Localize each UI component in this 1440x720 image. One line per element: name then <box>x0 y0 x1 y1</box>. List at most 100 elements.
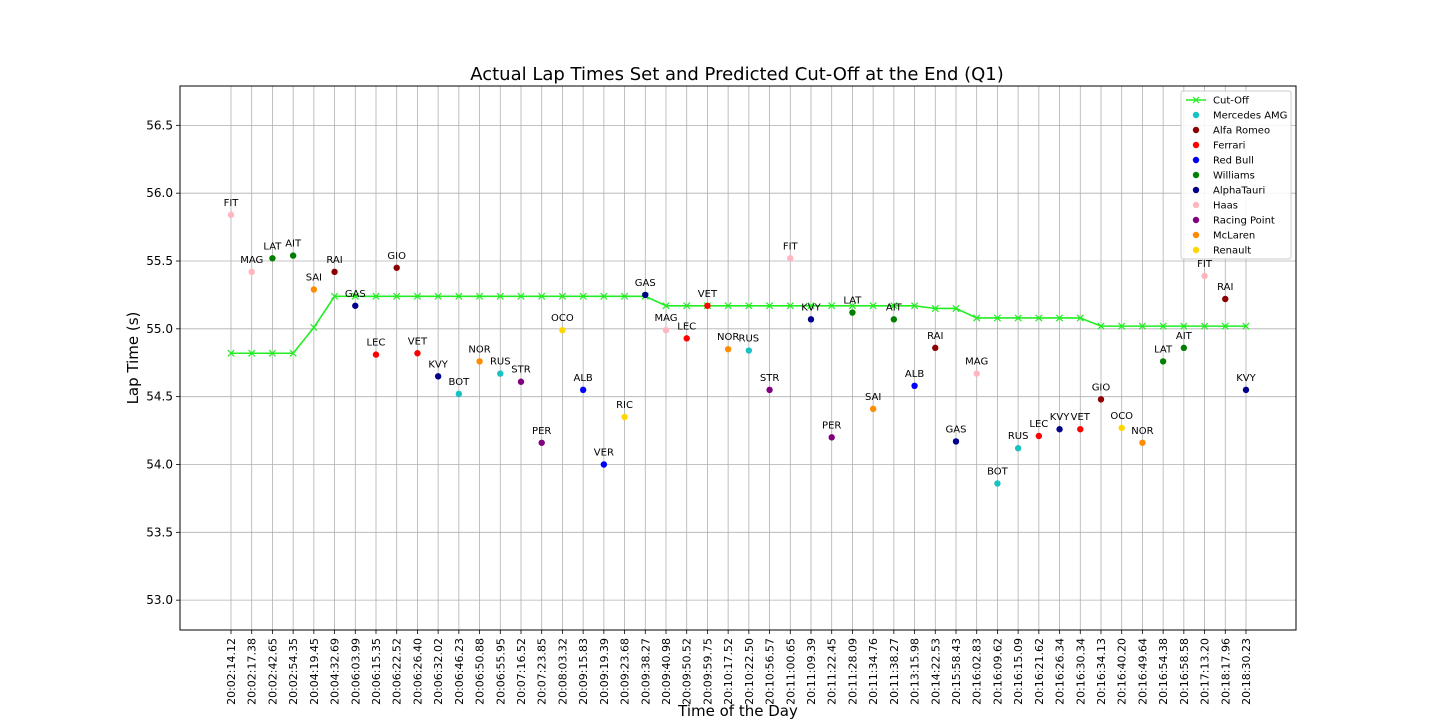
lap-point <box>849 309 856 316</box>
legend-marker <box>1192 126 1200 134</box>
legend-label: Alfa Romeo <box>1213 126 1270 137</box>
cutoff-marker <box>1076 314 1084 322</box>
driver-label: FIT <box>1197 259 1213 270</box>
x-tick-label: 20:06:26.40 <box>411 638 424 705</box>
lap-point <box>248 268 255 276</box>
x-tick-label: 20:11:28.09 <box>846 638 859 705</box>
x-tick-label: 20:09:38.27 <box>639 638 652 705</box>
lap-point <box>600 461 608 468</box>
driver-label: MAG <box>965 357 988 368</box>
lap-point <box>1242 386 1250 394</box>
cutoff-marker <box>1055 314 1064 322</box>
x-tick-label: 20:07:23.85 <box>536 638 549 705</box>
cutoff-marker <box>538 292 546 300</box>
cutoff-marker <box>1014 314 1022 322</box>
x-tick-label: 20:09:23.68 <box>619 638 632 705</box>
lap-point <box>973 370 980 377</box>
cutoff-marker <box>600 292 608 300</box>
x-tick-label: 20:16:15.09 <box>1012 638 1025 705</box>
cutoff-marker <box>786 302 794 310</box>
driver-label: RAI <box>326 255 342 266</box>
driver-label: AIT <box>1176 331 1193 342</box>
cutoff-marker <box>475 292 484 300</box>
lap-point <box>352 302 359 309</box>
lap-point <box>621 413 628 421</box>
cutoff-marker <box>248 349 256 357</box>
driver-label: LEC <box>1029 419 1048 430</box>
x-axis-label: Time of the Day <box>677 702 798 720</box>
driver-label: ALB <box>905 369 924 380</box>
cutoff-marker <box>289 349 297 357</box>
x-tick-label: 20:06:03.99 <box>349 638 362 705</box>
x-tick-label: 20:16:21.62 <box>1033 638 1046 705</box>
driver-label: VET <box>698 289 718 300</box>
driver-label: STR <box>760 373 779 384</box>
driver-label: RUS <box>490 357 511 368</box>
x-tick-label: 20:04:32.69 <box>329 638 342 705</box>
cutoff-marker <box>1159 322 1167 330</box>
cutoff-marker <box>973 314 981 322</box>
cutoff-marker <box>1180 322 1188 330</box>
legend-marker <box>1192 141 1200 149</box>
lap-point <box>1077 426 1084 433</box>
x-tick-label: 20:16:34.13 <box>1095 638 1108 705</box>
cutoff-marker <box>434 292 442 300</box>
plot-frame <box>179 85 1297 631</box>
chart-title: Actual Lap Times Set and Predicted Cut-O… <box>470 64 1004 85</box>
driver-label: GAS <box>345 289 366 300</box>
legend-label: Mercedes AMG <box>1213 111 1287 122</box>
y-tick-label: 56.5 <box>146 118 173 132</box>
x-tick-label: 20:11:38.27 <box>888 638 901 705</box>
axes: 53.0 53.5 54.0 54.5 55.0 55.5 56.0 56.5 20:02:14… <box>146 85 1297 705</box>
lap-point <box>911 382 918 390</box>
lap-point <box>724 345 732 353</box>
cutoff-marker <box>910 302 919 310</box>
lap-point <box>414 350 421 357</box>
cutoff-marker <box>496 292 504 300</box>
x-tick-label: 20:09:50.52 <box>681 638 694 705</box>
x-tick-label: 20:02:14.12 <box>225 638 238 705</box>
legend: Cut-Off Mercedes AMG Alfa Romeo Ferrari Red … <box>1180 90 1292 260</box>
x-tick-label: 20:14:22.53 <box>929 638 942 705</box>
legend-label: Ferrari <box>1213 141 1245 152</box>
driver-label: SAI <box>865 392 881 403</box>
y-tick-label: 55.5 <box>146 254 173 268</box>
legend-marker <box>1192 171 1200 179</box>
x-tick-label: 20:06:15.35 <box>370 638 383 705</box>
driver-label: KVY <box>1050 412 1070 423</box>
cutoff-marker <box>952 304 960 313</box>
lap-point <box>393 264 400 271</box>
cutoff-marker <box>1035 314 1043 322</box>
driver-label: MAG <box>654 313 677 324</box>
driver-label: GIO <box>387 251 406 262</box>
x-tick-label: 20:02:54.35 <box>287 638 300 705</box>
y-tick-label: 55.0 <box>146 322 173 336</box>
cutoff-series <box>227 292 1250 357</box>
cutoff-marker <box>662 302 670 310</box>
lap-point <box>289 252 297 259</box>
driver-label: RAI <box>1217 282 1233 293</box>
driver-label: AIT <box>285 239 302 250</box>
x-tick-label: 20:16:26.34 <box>1054 638 1067 705</box>
lap-point <box>310 286 318 293</box>
grid <box>180 86 1296 630</box>
cutoff-marker <box>227 349 235 357</box>
x-tick-label: 20:06:46.23 <box>453 638 466 705</box>
driver-label: LEC <box>367 338 386 349</box>
x-tick-label: 20:16:09.62 <box>991 638 1004 705</box>
legend-marker <box>1192 186 1200 194</box>
driver-label: PER <box>532 426 551 437</box>
driver-label: SAI <box>306 272 322 283</box>
lap-point <box>1014 445 1022 452</box>
legend-marker <box>1192 201 1200 209</box>
cutoff-marker <box>890 302 898 310</box>
legend-box <box>1180 90 1292 260</box>
y-tick-label: 56.0 <box>146 186 173 200</box>
cutoff-marker <box>1242 322 1250 330</box>
cutoff-marker <box>931 304 939 313</box>
lap-point <box>869 405 877 413</box>
y-tick-label: 54.0 <box>146 457 173 471</box>
y-tick-label: 53.5 <box>146 525 173 539</box>
driver-label: VET <box>1071 412 1091 423</box>
